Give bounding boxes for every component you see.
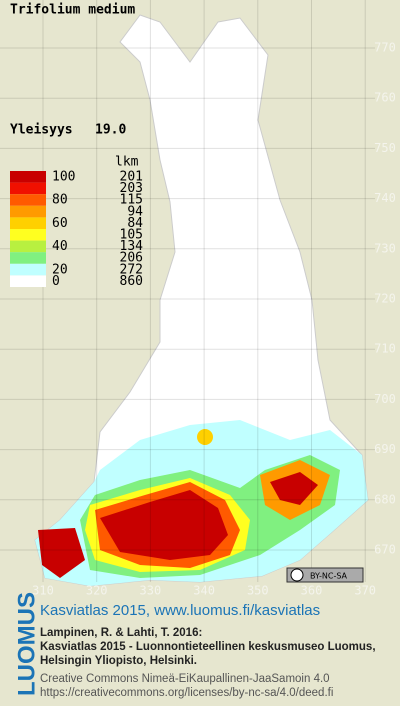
legend-count: 272 bbox=[120, 262, 143, 277]
y-label: 760 bbox=[374, 91, 396, 105]
citation: Lampinen, R. & Lahti, T. 2016: bbox=[40, 627, 202, 639]
zone bbox=[38, 528, 85, 578]
y-label: 680 bbox=[374, 492, 396, 506]
legend-count: 115 bbox=[120, 193, 143, 208]
citation: Helsingin Yliopisto, Helsinki. bbox=[40, 655, 197, 667]
legend-count: 206 bbox=[120, 251, 143, 266]
y-label: 740 bbox=[374, 191, 396, 205]
legend-count: 134 bbox=[120, 239, 144, 254]
legend-swatch bbox=[10, 194, 46, 206]
legend-swatch bbox=[10, 229, 46, 241]
y-label: 720 bbox=[374, 292, 396, 306]
zone bbox=[100, 490, 228, 560]
badge-icon bbox=[290, 568, 304, 582]
legend-scale: 60 bbox=[52, 216, 68, 231]
legend-scale: 80 bbox=[52, 193, 68, 208]
map-title: Trifolium medium bbox=[10, 3, 135, 18]
x-label: 320 bbox=[86, 584, 108, 598]
country bbox=[34, 14, 369, 587]
x-label: 340 bbox=[193, 584, 215, 598]
legend-swatch bbox=[10, 240, 46, 253]
legend-count: 201 bbox=[120, 170, 143, 185]
legend-swatch bbox=[10, 182, 46, 195]
x-label: 360 bbox=[301, 584, 323, 598]
citation: Kasviatlas 2015 - Luonnontieteellinen ke… bbox=[40, 641, 376, 653]
footer-bg bbox=[0, 598, 400, 702]
license-badge: BY-NC-SA bbox=[286, 567, 364, 583]
legend-swatch bbox=[10, 171, 46, 183]
heading: Kasviatlas 2015, www.luomus.fi/kasviatla… bbox=[40, 602, 320, 619]
y-label: 700 bbox=[374, 392, 396, 406]
y-label: 690 bbox=[374, 442, 396, 456]
legend-count: 860 bbox=[120, 274, 143, 289]
legend-count: 203 bbox=[120, 181, 143, 196]
x-label: 350 bbox=[247, 584, 269, 598]
grid: 310 320 330 340 350 360 370 770 760 750 740 730 720 7… bbox=[0, 0, 396, 598]
legend-count: 84 bbox=[127, 216, 143, 231]
zone bbox=[197, 429, 213, 445]
y-label: 710 bbox=[374, 342, 396, 356]
logo: LUOMUS bbox=[13, 592, 40, 696]
x-label: 310 bbox=[32, 584, 54, 598]
badge-text: BY-NC-SA bbox=[310, 572, 348, 581]
badge-box bbox=[286, 567, 364, 583]
y-label: 670 bbox=[374, 543, 396, 557]
count-header: lkm bbox=[115, 155, 139, 170]
frequency-value: 19.0 bbox=[95, 123, 126, 138]
frequency-label: Yleisyys bbox=[10, 123, 73, 138]
legend-scale: 20 bbox=[52, 262, 68, 277]
legend-scale: 0 bbox=[52, 274, 60, 289]
legend-swatch bbox=[10, 217, 46, 229]
legend-swatch bbox=[10, 263, 46, 276]
legend-swatch bbox=[10, 252, 46, 264]
legend-scale: 100 bbox=[52, 170, 75, 185]
legend-swatch bbox=[10, 205, 46, 218]
x-label: 370 bbox=[354, 584, 376, 598]
legend-count: 105 bbox=[120, 228, 143, 243]
zone bbox=[270, 472, 318, 505]
x-label: 330 bbox=[140, 584, 162, 598]
license: Creative Commons Nimeä-EiKaupallinen-Jaa… bbox=[40, 673, 330, 685]
legend-count: 94 bbox=[127, 204, 143, 219]
legend-scale: 40 bbox=[52, 239, 68, 254]
legend-swatch bbox=[10, 275, 46, 287]
y-label: 750 bbox=[374, 141, 396, 155]
y-label: 770 bbox=[374, 41, 396, 55]
y-label: 730 bbox=[374, 241, 396, 255]
license: https://creativecommons.org/licenses/by-… bbox=[40, 687, 333, 699]
